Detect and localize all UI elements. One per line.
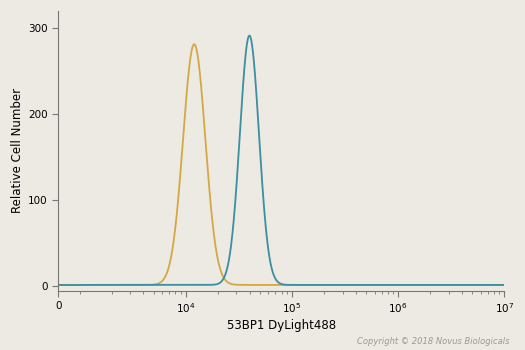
Y-axis label: Relative Cell Number: Relative Cell Number	[11, 88, 24, 214]
X-axis label: 53BP1 DyLight488: 53BP1 DyLight488	[227, 319, 336, 332]
Text: Copyright © 2018 Novus Biologicals: Copyright © 2018 Novus Biologicals	[357, 337, 509, 346]
